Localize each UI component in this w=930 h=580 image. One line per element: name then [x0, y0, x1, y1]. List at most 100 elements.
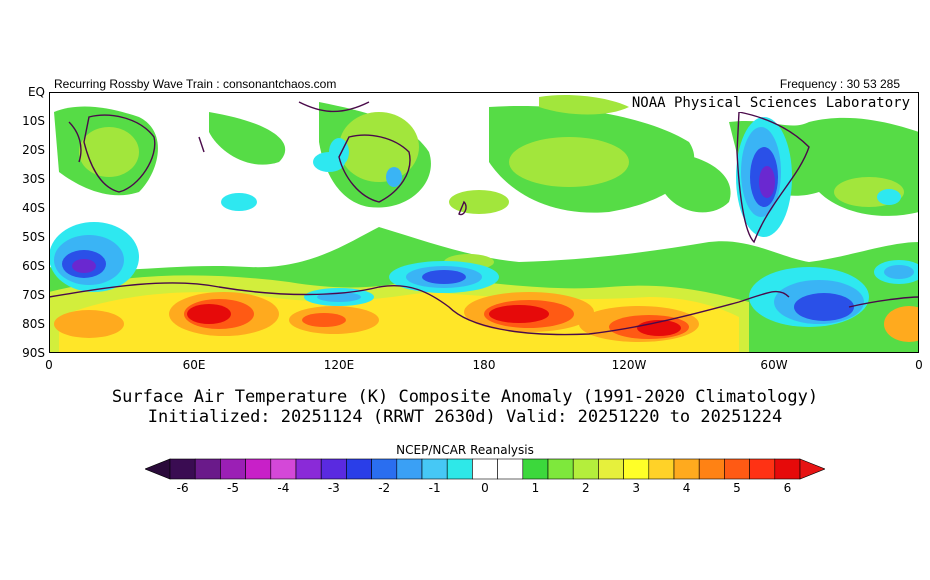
green-indian-ocean — [209, 112, 286, 165]
colorbar-label: -5 — [227, 481, 239, 495]
colorbar-over-triangle — [799, 458, 825, 480]
coastlines — [49, 101, 919, 336]
coastline — [738, 290, 790, 303]
coastline — [338, 134, 411, 203]
colorbar-swatch — [673, 458, 700, 480]
lightgreen-pacific-core — [509, 137, 629, 187]
colorbar-swatch — [648, 458, 675, 480]
colorbar-swatch — [547, 458, 574, 480]
colorbar-swatch — [472, 458, 498, 480]
coastline — [68, 121, 82, 163]
data-source-label: NCEP/NCAR Reanalysis — [396, 443, 534, 457]
lat-label: 10S — [22, 114, 45, 128]
lightblue-atlantic-south — [884, 265, 914, 279]
coastline — [298, 101, 370, 113]
lon-label: 0 — [915, 358, 923, 372]
colorbar-label: -6 — [176, 481, 189, 495]
colorbar-label: -2 — [378, 481, 391, 495]
lat-label: 50S — [22, 230, 45, 244]
blue-pacific-south — [422, 270, 466, 284]
colorbar — [145, 458, 825, 480]
coastline — [458, 200, 467, 216]
colorbar-swatch — [421, 458, 448, 480]
lat-label: 70S — [22, 288, 45, 302]
cyan-indian-mid — [221, 193, 257, 211]
map-title-line1: Surface Air Temperature (K) Composite An… — [111, 387, 819, 407]
lat-label: EQ — [27, 85, 45, 99]
colorbar-label: -4 — [277, 481, 290, 495]
colorbar-label: 4 — [682, 481, 691, 495]
lon-label: 60E — [182, 358, 206, 372]
colorbar-swatch — [320, 458, 347, 480]
header-left-text: Recurring Rossby Wave Train : consonantc… — [54, 77, 337, 91]
anomaly-field-warm — [49, 254, 919, 353]
cyan-australia-west — [329, 138, 349, 166]
lat-label: 80S — [22, 317, 45, 331]
colorbar-swatch — [497, 458, 524, 480]
blue-weddell — [794, 293, 854, 321]
colorbar-swatch — [598, 458, 624, 480]
lightblue-australia-east — [386, 167, 402, 187]
colorbar-swatch — [220, 458, 246, 480]
coastline — [198, 136, 205, 153]
colorbar-swatch — [724, 458, 750, 480]
lon-label: 60W — [760, 358, 788, 372]
coastline — [736, 111, 810, 244]
colorbar-label: 1 — [531, 481, 540, 495]
lat-label: 40S — [22, 201, 45, 215]
colorbar-swatch — [270, 458, 297, 480]
colorbar-swatch — [749, 458, 776, 480]
colorbar-swatch — [169, 458, 196, 480]
colorbar-label: -1 — [428, 481, 441, 495]
map-title-line2: Initialized: 20251124 (RRWT 2630d) Valid… — [147, 407, 783, 427]
orange-queen-maud — [54, 310, 124, 338]
colorbar-swatch — [623, 458, 650, 480]
coastline — [848, 296, 919, 308]
anomaly-map: NOAA Physical Sciences Laboratory — [49, 92, 919, 353]
green-pacific-east — [659, 152, 731, 213]
colorbar-under-triangle — [145, 458, 171, 480]
colorbar-label: 6 — [783, 481, 792, 495]
lat-label: 30S — [22, 172, 45, 186]
lon-label: 120E — [323, 358, 355, 372]
lightgreen-pacific-north — [539, 95, 629, 115]
colorbar-swatch — [295, 458, 322, 480]
colorbar-swatch — [774, 458, 801, 480]
lat-label: 20S — [22, 143, 45, 157]
purple-south-atlantic — [72, 259, 96, 273]
purple-south-america — [759, 166, 775, 198]
lat-label: 90S — [22, 346, 45, 360]
lightgreen-africa-core — [79, 127, 139, 177]
colorbar-swatch — [572, 458, 599, 480]
lat-label: 60S — [22, 259, 45, 273]
red-east-antarctica — [187, 304, 231, 324]
map-canvas — [49, 92, 919, 353]
coastline — [49, 282, 740, 336]
colorbar-swatch — [446, 458, 473, 480]
colorbar-label: 5 — [733, 481, 741, 495]
lon-label: 120W — [611, 358, 647, 372]
lightgreen-tasman — [449, 190, 509, 214]
colorbar-swatch — [245, 458, 272, 480]
colorbar-swatch — [396, 458, 423, 480]
anomaly-field-cold — [49, 117, 919, 327]
orange-weddell-east — [884, 306, 919, 342]
coastline — [83, 114, 156, 193]
redorange-wilkes — [302, 313, 346, 327]
header-right-text: Frequency : 30 53 285 — [779, 77, 900, 91]
lightgreen-australia-core — [339, 112, 419, 182]
colorbar-swatch — [522, 458, 549, 480]
colorbar-swatch — [346, 458, 372, 480]
colorbar-label: 3 — [632, 481, 641, 495]
colorbar-label: 0 — [481, 481, 489, 495]
colorbar-swatch — [194, 458, 221, 480]
lon-label: 180 — [472, 358, 496, 372]
lab-badge: NOAA Physical Sciences Laboratory — [628, 94, 913, 112]
colorbar-swatch — [698, 458, 725, 480]
red-ross — [489, 305, 549, 323]
colorbar-label: -3 — [327, 481, 340, 495]
cyan-atlantic-mid — [877, 189, 901, 205]
lon-label: 0 — [45, 358, 53, 372]
colorbar-swatch — [371, 458, 398, 480]
colorbar-label: 2 — [581, 481, 590, 495]
